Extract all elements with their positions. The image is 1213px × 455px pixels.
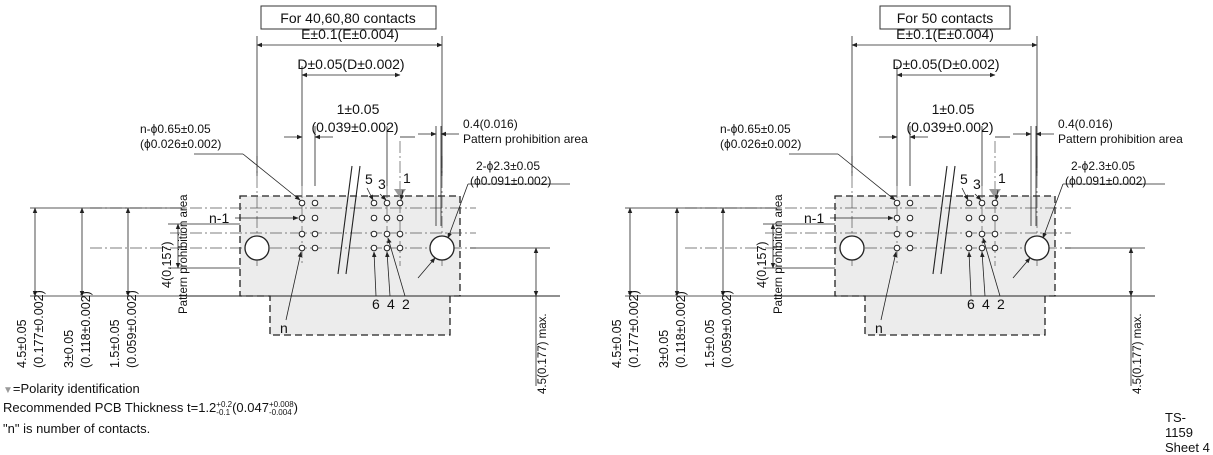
view-right: For 50 contacts E±0.1(E±0.004) D±0.05(D±…	[610, 5, 1183, 394]
vdim-4-text-label: Pattern prohibition area	[773, 194, 785, 314]
thickness-tol-in-upper: +0.008	[268, 399, 294, 409]
pin-label-3: 3	[378, 176, 386, 192]
pin-label-6: 6	[372, 296, 380, 312]
pin-label-5: 5	[365, 171, 373, 187]
pin-label-n: n	[875, 320, 883, 336]
thickness-tol-mm-lower: -0.1	[216, 407, 231, 417]
vdim-3-in-label: (0.059±0.002)	[125, 290, 139, 368]
polarity-marker-icon: ▼	[3, 385, 13, 396]
vdim-2-label: 3±0.05	[657, 330, 671, 368]
pin-label-n-1: n-1	[209, 210, 229, 226]
vdim-4-label: 4(0.157)	[755, 241, 769, 288]
pin-label-6: 6	[967, 296, 975, 312]
vdim-2-in-label: (0.118±0.002)	[674, 291, 688, 368]
footprint-drawing: For 40,60,80 contacts E±0.1(E±0.004) D±0…	[15, 5, 1183, 394]
pin-label-1: 1	[403, 170, 411, 186]
margin-text-label: Pattern prohibition area	[463, 132, 588, 146]
pitch-in-label: (0.039±0.002)	[311, 119, 398, 135]
doc-sheet: Sheet 4	[1165, 440, 1210, 455]
margin-mm-label: 0.4(0.016)	[463, 117, 518, 131]
thickness-prefix: Recommended PCB Thickness t=1.2	[3, 400, 217, 415]
vdim-2-label: 3±0.05	[62, 330, 76, 368]
pitch-mm-label: 1±0.05	[337, 101, 380, 117]
vdim-3-label: 1.5±0.05	[703, 319, 717, 368]
vdim-1-in-label: (0.177±0.002)	[32, 290, 46, 368]
mount-hole-in-label: (ϕ0.091±0.002)	[470, 174, 551, 188]
mount-hole-mm-label: 2-ϕ2.3±0.05	[1071, 159, 1135, 173]
vdim-4-label: 4(0.157)	[160, 241, 174, 288]
vdim-1-label: 4.5±0.05	[15, 319, 29, 368]
pin-label-n: n	[280, 320, 288, 336]
pin-hole-in-label: (ϕ0.026±0.002)	[720, 137, 801, 151]
margin-mm-label: 0.4(0.016)	[1058, 117, 1113, 131]
vdim-max-label: 4.5(0.177) max.	[1132, 313, 1144, 394]
thickness-close: )	[293, 400, 298, 415]
pin-label-2: 2	[997, 296, 1005, 312]
vdim-3-in-label: (0.059±0.002)	[720, 290, 734, 368]
margin-text-label: Pattern prohibition area	[1058, 132, 1183, 146]
view-left: For 40,60,80 contacts E±0.1(E±0.004) D±0…	[15, 5, 588, 394]
vdim-4-text-label: Pattern prohibition area	[178, 194, 190, 314]
doc-number: TS-1159	[1165, 410, 1193, 440]
pin-label-4: 4	[387, 296, 395, 312]
thickness-tol-in-lower: -0.004	[268, 407, 292, 417]
thickness-in: (0.047	[232, 400, 269, 415]
contacts-note: "n" is number of contacts.	[3, 421, 151, 436]
vdim-3-label: 1.5±0.05	[108, 319, 122, 368]
dim-d-label: D±0.05(D±0.002)	[892, 56, 999, 72]
mount-hole-in-label: (ϕ0.091±0.002)	[1065, 174, 1146, 188]
pin-label-n-1: n-1	[804, 210, 824, 226]
pitch-mm-label: 1±0.05	[932, 101, 975, 117]
view-title-box	[879, 5, 1011, 30]
dim-e-label: E±0.1(E±0.004)	[896, 26, 994, 42]
thickness-tol-mm-upper: +0.2	[216, 399, 233, 409]
pin-hole-in-label: (ϕ0.026±0.002)	[140, 137, 221, 151]
polarity-note: ▼=Polarity identification	[3, 381, 140, 398]
doc-ref: TS-1159 Sheet 4	[1165, 410, 1211, 455]
view-title: For 40,60,80 contacts	[280, 10, 415, 26]
polarity-note-text: =Polarity identification	[12, 381, 140, 396]
pin-label-5: 5	[960, 171, 968, 187]
dim-e-label: E±0.1(E±0.004)	[301, 26, 399, 42]
view-title: For 50 contacts	[897, 10, 994, 26]
pin-hole-mm-label: n-ϕ0.65±0.05	[140, 122, 211, 136]
vdim-2-in-label: (0.118±0.002)	[79, 291, 93, 368]
pitch-in-label: (0.039±0.002)	[906, 119, 993, 135]
pin-label-2: 2	[402, 296, 410, 312]
pin-hole-mm-label: n-ϕ0.65±0.05	[720, 122, 791, 136]
vdim-1-label: 4.5±0.05	[610, 319, 624, 368]
pin-label-3: 3	[973, 176, 981, 192]
mount-hole-mm-label: 2-ϕ2.3±0.05	[476, 159, 540, 173]
dim-d-label: D±0.05(D±0.002)	[297, 56, 404, 72]
vdim-max-label: 4.5(0.177) max.	[537, 313, 549, 394]
vdim-1-in-label: (0.177±0.002)	[627, 290, 641, 368]
pin-label-1: 1	[998, 170, 1006, 186]
view-title-box	[260, 5, 437, 30]
pin-label-4: 4	[982, 296, 990, 312]
thickness-note: Recommended PCB Thickness t=1.2 +0.2 -0.1(…	[3, 400, 298, 417]
